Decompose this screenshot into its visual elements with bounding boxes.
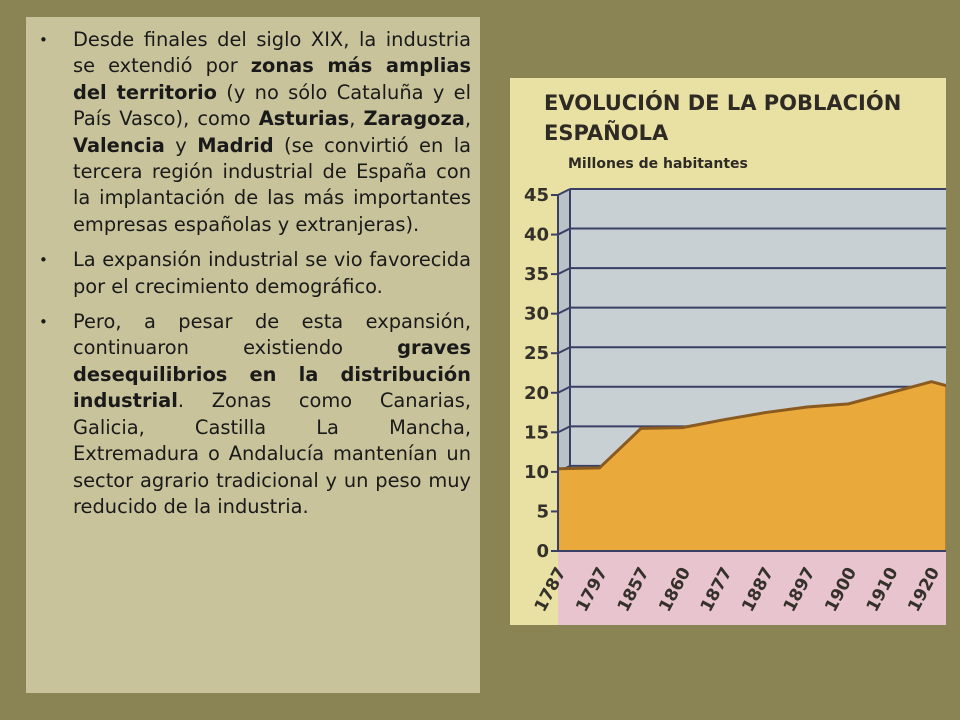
bold-text: Madrid — [197, 133, 274, 157]
bullet-text: La expansión industrial se vio favorecid… — [73, 248, 471, 297]
y-tick-label: 30 — [524, 304, 549, 325]
bold-text: graves desequilibrios en la distribución… — [73, 336, 471, 413]
text-run: Desde finales del siglo XIX, la industri… — [73, 28, 471, 78]
y-tick-label: 15 — [524, 422, 549, 443]
bold-text: zonas más amplias del territorio — [73, 54, 471, 104]
y-tick-label: 0 — [536, 541, 549, 562]
gridline-depth — [557, 346, 571, 355]
gridline-depth — [557, 425, 571, 434]
y-axis: 0 5 10 15 20 25 30 35 40 45 — [524, 185, 559, 562]
bold-text: Asturias — [258, 107, 350, 131]
chart-floor — [558, 545, 946, 625]
gridline-depth — [557, 267, 571, 276]
y-tick-label: 20 — [524, 383, 549, 404]
bullet-dot-icon: • — [39, 31, 48, 49]
text-panel: • Desde finales del siglo XIX, la indust… — [26, 17, 480, 693]
bullet-list: • Desde finales del siglo XIX, la indust… — [39, 27, 471, 520]
text-run: , — [349, 107, 364, 131]
gridline-depth — [557, 188, 571, 196]
text-run: . Zonas como Canarias, Galicia, Castilla… — [73, 389, 471, 518]
text-run: (y no sólo Cataluña y el País Vasco), co… — [73, 80, 471, 131]
gridline-depth — [557, 385, 571, 394]
gridline-depth — [557, 227, 571, 236]
bullet-dot-icon: • — [39, 251, 48, 270]
text-run: y — [164, 133, 198, 157]
bullet-text: Pero, a pesar de esta expansión, continu… — [73, 310, 471, 518]
bullet-item: • Desde finales del siglo XIX, la indust… — [39, 27, 471, 238]
chart-title-line-1: EVOLUCIÓN DE LA POBLACIÓN — [544, 90, 901, 115]
y-tick-label: 45 — [524, 185, 549, 206]
text-run: , — [464, 107, 471, 131]
y-tick-label: 40 — [524, 225, 549, 246]
gridline-depth — [557, 306, 571, 315]
bullet-item: • Pero, a pesar de esta expansión, conti… — [39, 309, 471, 520]
y-tick-label: 35 — [524, 264, 549, 285]
y-tick-label: 25 — [524, 343, 549, 364]
bold-text: Valencia — [73, 133, 165, 157]
bullet-dot-icon: • — [39, 313, 48, 332]
y-tick-label: 5 — [536, 501, 549, 522]
text-run: La expansión industrial se vio favorecid… — [73, 248, 471, 298]
text-run: (se convirtió en la tercera región indus… — [73, 133, 471, 236]
chart-left-wall — [558, 189, 570, 551]
y-tick-label: 10 — [524, 462, 549, 483]
bullet-text: Desde finales del siglo XIX, la industri… — [73, 28, 471, 236]
bold-text: Zaragoza — [363, 107, 465, 131]
population-line — [557, 380, 946, 471]
text-run: Pero, a pesar de esta expansión, continu… — [73, 310, 471, 360]
y-axis-label: Millones de habitantes — [568, 156, 748, 172]
chart-title-line-2: ESPAÑOLA — [544, 120, 669, 145]
population-chart: 0 5 10 15 20 25 30 35 40 45 1787 1797 1857 1860 1877 1… — [510, 78, 946, 625]
bullet-item: • La expansión industrial se vio favorec… — [39, 247, 471, 300]
